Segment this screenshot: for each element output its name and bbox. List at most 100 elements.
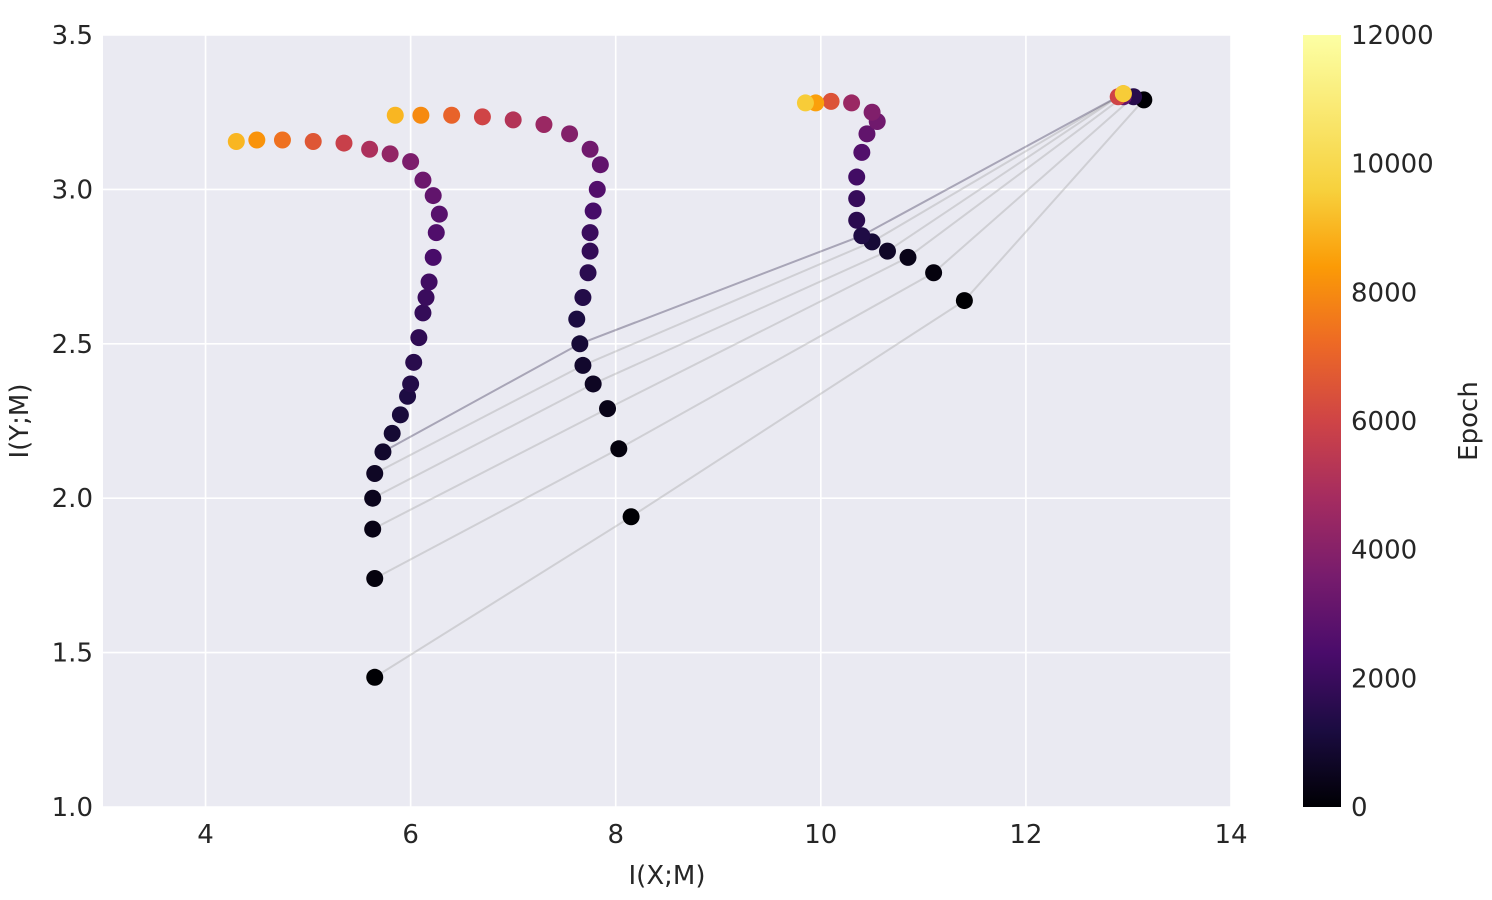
x-tick-label: 4 [197, 820, 214, 850]
data-point [848, 211, 866, 229]
data-point [584, 375, 602, 393]
data-point [858, 125, 876, 143]
data-point [822, 92, 840, 110]
data-point [424, 187, 442, 205]
data-point [853, 143, 871, 161]
data-point [584, 202, 602, 220]
series-layer-3 [386, 106, 640, 526]
data-point [402, 153, 420, 171]
connector-lines [372, 92, 1145, 679]
data-point [504, 111, 522, 129]
colorbar-tick-label: 4000 [1351, 536, 1417, 566]
data-point [381, 145, 399, 163]
data-point [853, 227, 871, 245]
data-point [366, 569, 384, 587]
x-tick-label: 6 [402, 820, 419, 850]
x-axis-label: I(X;M) [629, 861, 706, 891]
colorbar-tick-label: 10000 [1351, 150, 1434, 180]
data-point [796, 94, 814, 112]
data-point [391, 406, 409, 424]
data-point [405, 353, 423, 371]
data-point [1114, 85, 1132, 103]
data-point [574, 288, 592, 306]
y-tick-label: 3.5 [52, 21, 93, 51]
data-point [899, 248, 917, 266]
colorbar-tick-label: 12000 [1351, 21, 1434, 51]
data-point [414, 171, 432, 189]
data-point [581, 140, 599, 158]
y-tick-label: 1.0 [52, 793, 93, 823]
colorbar-tick-label: 8000 [1351, 278, 1417, 308]
data-point [383, 424, 401, 442]
series-layer-1 [1109, 85, 1153, 109]
data-point [304, 133, 322, 151]
data-point [227, 133, 245, 151]
data-point [843, 94, 861, 112]
y-tick-label: 1.5 [52, 639, 93, 669]
data-point [364, 520, 382, 538]
colorbar-label: Epoch [1454, 381, 1484, 461]
connector-line [374, 96, 1135, 580]
data-point [622, 508, 640, 526]
data-point [430, 205, 448, 223]
series-layer-4 [227, 131, 448, 686]
data-point [473, 108, 491, 126]
x-tick-label: 8 [607, 820, 624, 850]
y-tick-label: 2.5 [52, 330, 93, 360]
data-point [335, 134, 353, 152]
colorbar-tick-label: 6000 [1351, 407, 1417, 437]
data-point [248, 131, 266, 149]
y-tick-label: 3.0 [52, 175, 93, 205]
series-layer-2 [796, 92, 973, 310]
data-point [414, 304, 432, 322]
colorbar-tick-label: 0 [1351, 793, 1368, 823]
data-point [443, 106, 461, 124]
data-point [417, 288, 435, 306]
data-point [599, 400, 617, 418]
x-axis-ticks: 4 6 8 10 12 14 [197, 820, 1247, 850]
connector-line [382, 92, 1124, 453]
data-point [410, 329, 428, 347]
data-point [374, 443, 392, 461]
x-tick-label: 14 [1214, 820, 1247, 850]
data-point [361, 140, 379, 158]
data-point [535, 116, 553, 134]
data-point [273, 131, 291, 149]
plot-background [103, 35, 1231, 807]
data-point [427, 224, 445, 242]
y-axis-label: I(Y;M) [5, 383, 35, 458]
data-point [386, 106, 404, 124]
colorbar [1303, 35, 1341, 807]
connector-line [372, 95, 1119, 500]
data-point [863, 103, 881, 121]
data-point [561, 125, 579, 143]
connector-line [372, 95, 1124, 530]
connector-line [374, 99, 1145, 679]
y-tick-label: 2.0 [52, 484, 93, 514]
colorbar-ticks: 0 2000 4000 6000 8000 10000 12000 [1351, 21, 1434, 823]
data-point [848, 168, 866, 186]
data-point [366, 668, 384, 686]
data-point [955, 292, 973, 310]
data-point [579, 264, 597, 282]
data-point [574, 356, 592, 374]
data-point [364, 489, 382, 507]
data-point [420, 273, 438, 291]
data-point [412, 106, 430, 124]
data-point [878, 242, 896, 260]
x-tick-label: 12 [1009, 820, 1042, 850]
data-point [925, 264, 943, 282]
y-axis-ticks: 1.0 1.5 2.0 2.5 3.0 3.5 [52, 21, 93, 823]
x-tick-label: 10 [804, 820, 837, 850]
data-points [227, 85, 1153, 686]
data-point [568, 310, 586, 328]
data-point [402, 375, 420, 393]
data-point [588, 180, 606, 198]
data-point [366, 464, 384, 482]
data-point [581, 242, 599, 260]
colorbar-tick-label: 2000 [1351, 664, 1417, 694]
data-point [591, 156, 609, 174]
data-point [610, 440, 628, 458]
connector-line [374, 92, 1124, 475]
